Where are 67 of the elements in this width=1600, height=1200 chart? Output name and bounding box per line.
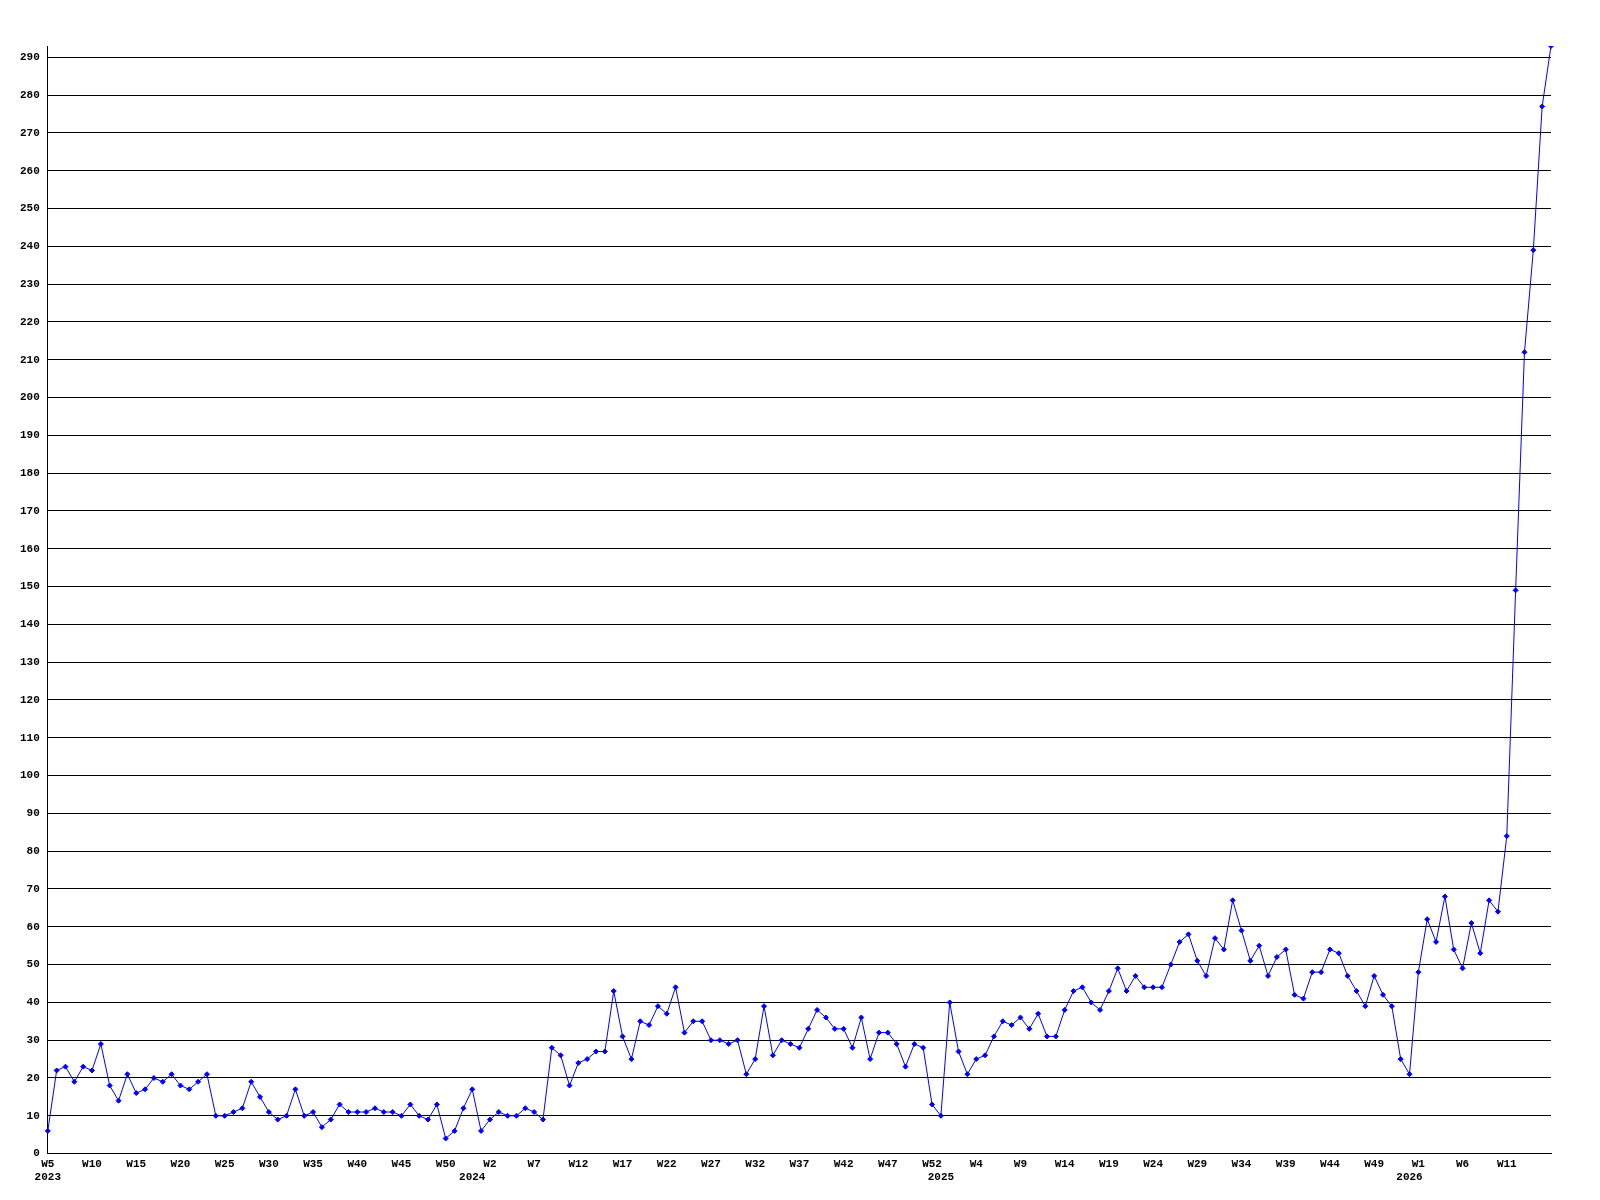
x-tick-label: W29 [1187,1157,1208,1170]
y-tick-label: 150 [19,580,40,593]
x-tick-label: W1 [1411,1157,1426,1170]
x-tick-label: W19 [1098,1157,1119,1170]
x-tick-label: W49 [1364,1157,1385,1170]
y-tick-label: 60 [26,920,40,933]
y-tick-label: 20 [26,1071,40,1084]
y-tick-label: 120 [19,693,40,706]
y-tick-label: 160 [19,542,40,555]
x-tick-label: 2026 [1396,1171,1423,1184]
x-tick-label: W42 [833,1157,854,1170]
x-tick-label: W27 [701,1157,721,1170]
y-tick-label: 10 [26,1109,40,1122]
y-tick-label: 200 [19,391,40,404]
y-tick-label: 110 [19,731,40,744]
x-tick-label: W30 [258,1157,279,1170]
x-tick-label: W52 [922,1157,942,1170]
y-tick-label: 70 [26,882,40,895]
y-tick-label: 130 [19,655,40,668]
x-tick-label: W2 [483,1157,497,1170]
y-tick-label: 180 [19,466,40,479]
y-tick-label: 260 [19,164,40,177]
y-tick-label: 30 [26,1033,40,1046]
x-tick-label: W47 [877,1157,898,1170]
y-tick-label: 220 [19,315,40,328]
y-tick-label: 230 [19,277,40,290]
x-tick-label: W17 [612,1157,633,1170]
y-tick-label: 240 [19,240,40,253]
x-tick-label: W14 [1054,1157,1075,1170]
y-tick-label: 250 [19,202,40,215]
x-tick-label: W37 [789,1157,810,1170]
x-tick-label: W15 [126,1157,147,1170]
y-tick-label: 140 [19,618,40,631]
y-tick-label: 210 [19,353,40,366]
x-tick-label: W44 [1320,1157,1341,1170]
x-tick-label: W7 [527,1157,541,1170]
x-tick-label: W35 [303,1157,324,1170]
x-tick-label: W9 [1013,1157,1028,1170]
x-tick-label: W34 [1231,1157,1252,1170]
x-tick-label: W4 [969,1157,984,1170]
x-tick-label: W22 [656,1157,677,1170]
y-tick-label: 280 [19,88,40,101]
x-tick-label: W40 [347,1157,368,1170]
y-tick-label: 170 [19,504,40,517]
x-tick-label: 2024 [459,1171,486,1184]
x-tick-label: W32 [745,1157,766,1170]
x-tick-label: W50 [435,1157,456,1170]
y-tick-label: 50 [26,958,40,971]
x-tick-label: W6 [1455,1157,1470,1170]
x-tick-label: W45 [391,1157,412,1170]
x-tick-label: W10 [82,1157,102,1170]
x-tick-label: W24 [1143,1157,1164,1170]
y-tick-label: 290 [19,51,40,64]
x-tick-label: 2025 [927,1171,955,1184]
x-tick-label: W12 [568,1157,589,1170]
y-tick-label: 90 [26,807,40,820]
x-tick-label: W5 2023 [34,1157,62,1184]
x-tick-label: W25 [214,1157,235,1170]
y-tick-label: 0 [33,1147,40,1160]
x-tick-label: W20 [170,1157,191,1170]
x-tick-label: W11 [1496,1157,1518,1170]
y-tick-label: 80 [26,844,40,857]
y-tick-label: 100 [19,769,40,782]
x-tick-label: W39 [1275,1157,1296,1170]
y-tick-label: 190 [19,429,40,442]
y-tick-label: 270 [19,126,40,139]
y-tick-label: 40 [26,996,40,1009]
